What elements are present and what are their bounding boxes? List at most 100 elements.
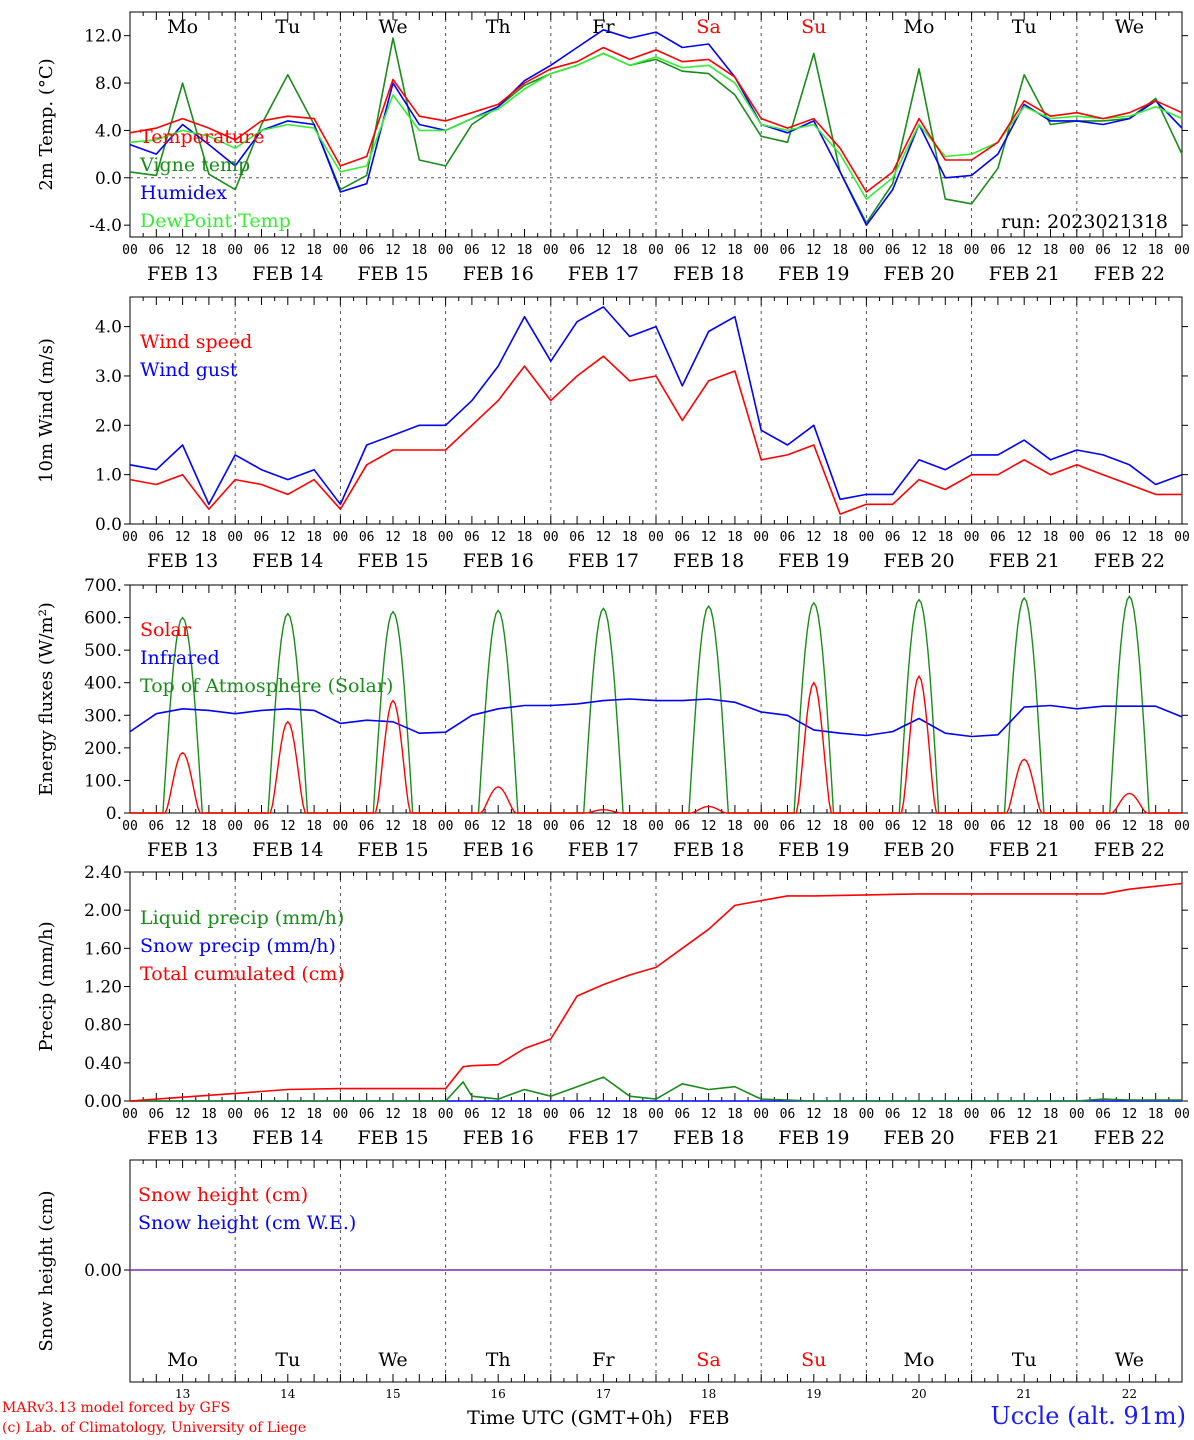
series-total-cumulated-cm- <box>129 882 1183 1102</box>
date-label: FEB 19 <box>778 1127 849 1149</box>
run-label: run: 2023021318 <box>1001 211 1168 233</box>
hour-tick-label: 12 <box>385 1107 401 1122</box>
hour-tick-label: 18 <box>201 530 217 545</box>
legend-wind-gust: Wind gust <box>140 359 238 381</box>
series-solar-day-6 <box>656 805 762 814</box>
hour-tick-label: 06 <box>990 819 1006 834</box>
series-solar-day-1 <box>130 751 236 814</box>
date-label: FEB 22 <box>1094 1127 1165 1149</box>
panel-5-ylabel: Snow height (cm) <box>36 1190 57 1351</box>
hour-tick-label: 06 <box>359 1107 375 1122</box>
hour-tick-label: 06 <box>885 1107 901 1122</box>
series-toa-day-9 <box>971 596 1077 814</box>
hour-tick-label: 00 <box>648 819 664 834</box>
hour-tick-label: 18 <box>1043 1107 1059 1122</box>
hour-tick-label: 12 <box>1122 530 1138 545</box>
y-tick-label: 0.0 <box>95 515 122 535</box>
hour-tick-label: 12 <box>701 530 717 545</box>
hour-tick-label: 12 <box>175 819 191 834</box>
y-tick-label: 1.20 <box>84 978 122 998</box>
hour-tick-label: 00 <box>438 243 454 258</box>
hour-tick-label: 06 <box>148 819 164 834</box>
y-tick-label: 1.0 <box>95 466 122 486</box>
hour-tick-label: 00 <box>227 819 243 834</box>
hour-tick-label: 00 <box>122 1107 138 1122</box>
day-number: 19 <box>806 1387 821 1401</box>
hour-tick-label: 12 <box>1016 1107 1032 1122</box>
hour-tick-label: 06 <box>254 243 270 258</box>
legend-top-of-atmosphere-solar-: Top of Atmosphere (Solar) <box>140 675 393 697</box>
y-tick-label: 300. <box>84 706 122 726</box>
date-label: FEB 22 <box>1094 839 1165 861</box>
date-label: FEB 22 <box>1094 263 1165 285</box>
hour-tick-label: 12 <box>1016 243 1032 258</box>
hour-tick-label: 00 <box>333 243 349 258</box>
day-name-top: Tu <box>275 16 300 38</box>
hour-tick-label: 18 <box>411 1107 427 1122</box>
day-number: 13 <box>175 1387 190 1401</box>
hour-tick-label: 00 <box>1069 530 1085 545</box>
day-name-bottom: Fr <box>592 1349 615 1371</box>
hour-tick-label: 00 <box>648 243 664 258</box>
hour-tick-label: 00 <box>1069 243 1085 258</box>
hour-tick-label: 06 <box>569 530 585 545</box>
series-solar-day-3 <box>340 699 446 814</box>
hour-tick-label: 06 <box>148 1107 164 1122</box>
day-number: 15 <box>385 1387 400 1401</box>
hour-tick-label: 06 <box>1095 530 1111 545</box>
series-toa-day-8 <box>866 598 972 814</box>
hour-tick-label: 12 <box>490 243 506 258</box>
day-name-bottom: Su <box>801 1349 826 1371</box>
hour-tick-label: 00 <box>648 1107 664 1122</box>
hour-tick-label: 18 <box>306 243 322 258</box>
panel-4-ylabel: Precip (mm/h) <box>36 921 57 1051</box>
hour-tick-label: 18 <box>1148 1107 1164 1122</box>
date-label: FEB 13 <box>147 839 218 861</box>
hour-tick-label: 18 <box>411 530 427 545</box>
hour-tick-label: 00 <box>438 819 454 834</box>
hour-tick-label: 00 <box>543 243 559 258</box>
hour-tick-label: 12 <box>1016 819 1032 834</box>
hour-tick-label: 00 <box>122 819 138 834</box>
hour-tick-label: 00 <box>543 1107 559 1122</box>
hour-tick-label: 18 <box>306 530 322 545</box>
series-liquid-precip-mm-h- <box>130 1076 1182 1102</box>
hour-tick-label: 18 <box>727 243 743 258</box>
footer-lab-credit: (c) Lab. of Climatology, University of L… <box>2 1420 307 1436</box>
hour-tick-label: 18 <box>306 819 322 834</box>
hour-tick-label: 00 <box>333 530 349 545</box>
hour-tick-label: 06 <box>1095 819 1111 834</box>
hour-tick-label: 18 <box>1148 530 1164 545</box>
hour-tick-label: 00 <box>859 243 875 258</box>
hour-tick-label: 12 <box>806 530 822 545</box>
hour-tick-label: 06 <box>780 819 796 834</box>
series-solar-day-2 <box>235 720 341 814</box>
hour-tick-label: 18 <box>622 1107 638 1122</box>
hour-tick-label: 00 <box>753 530 769 545</box>
date-label: FEB 16 <box>463 839 534 861</box>
legend-snow-height-cm-w-e-: Snow height (cm W.E.) <box>138 1212 356 1234</box>
hour-tick-label: 00 <box>227 243 243 258</box>
date-label: FEB 19 <box>778 263 849 285</box>
y-tick-label: 600. <box>84 609 122 629</box>
day-name-bottom: Tu <box>1012 1349 1037 1371</box>
y-tick-label: 2.40 <box>84 863 122 883</box>
day-name-bottom: Mo <box>904 1349 935 1371</box>
y-tick-label: 100. <box>84 771 122 791</box>
day-name-bottom: We <box>1115 1349 1144 1371</box>
legend-total-cumulated-cm-: Total cumulated (cm) <box>140 963 345 985</box>
hour-tick-label: 18 <box>937 530 953 545</box>
series-toa-day-7 <box>761 601 867 814</box>
date-label: FEB 14 <box>252 839 323 861</box>
y-tick-label: 700. <box>84 576 122 596</box>
hour-tick-label: 12 <box>596 819 612 834</box>
hour-tick-label: 00 <box>753 1107 769 1122</box>
date-label: FEB 18 <box>673 1127 744 1149</box>
date-label: FEB 16 <box>463 263 534 285</box>
date-label: FEB 17 <box>568 839 639 861</box>
series-solar-day-10 <box>1076 792 1182 814</box>
date-label: FEB 15 <box>357 839 428 861</box>
hour-tick-label: 06 <box>569 243 585 258</box>
hour-tick-label: 06 <box>359 530 375 545</box>
panel-1-ylabel: 2m Temp. (°C) <box>36 58 57 190</box>
